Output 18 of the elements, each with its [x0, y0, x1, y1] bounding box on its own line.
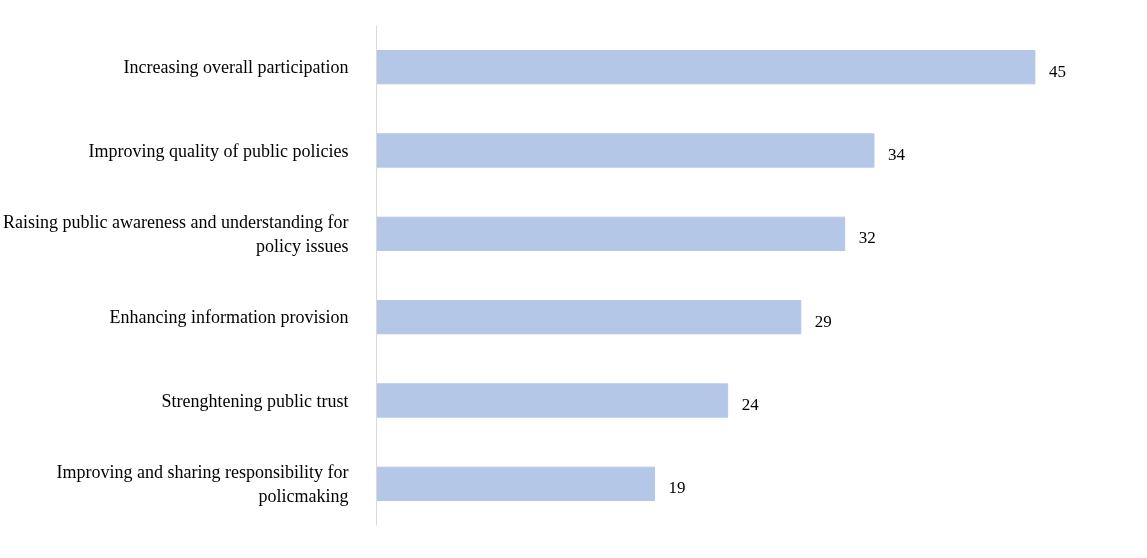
bar	[376, 300, 802, 335]
y-tick-label: Increasing overall participation	[123, 57, 349, 78]
data-label: 45	[1048, 61, 1066, 81]
bar	[376, 383, 729, 418]
y-tick-label: Raising public awareness and understanding for policy issues	[3, 211, 349, 256]
y-tick-label: Improving and sharing responsibility for policmaking	[56, 461, 349, 506]
y-tick-label: Enhancing information provision	[109, 307, 349, 328]
data-label: 19	[668, 478, 686, 498]
bar	[376, 50, 1036, 85]
y-tick-label: Improving quality of public policies	[88, 140, 349, 161]
bar	[376, 216, 846, 251]
data-label: 29	[814, 311, 832, 331]
y-tick-label: Strenghtening public trust	[161, 390, 349, 411]
data-label: 32	[858, 228, 876, 248]
data-label: 34	[887, 145, 906, 164]
bar	[376, 466, 655, 501]
bar	[376, 133, 875, 168]
data-label: 24	[741, 395, 760, 414]
